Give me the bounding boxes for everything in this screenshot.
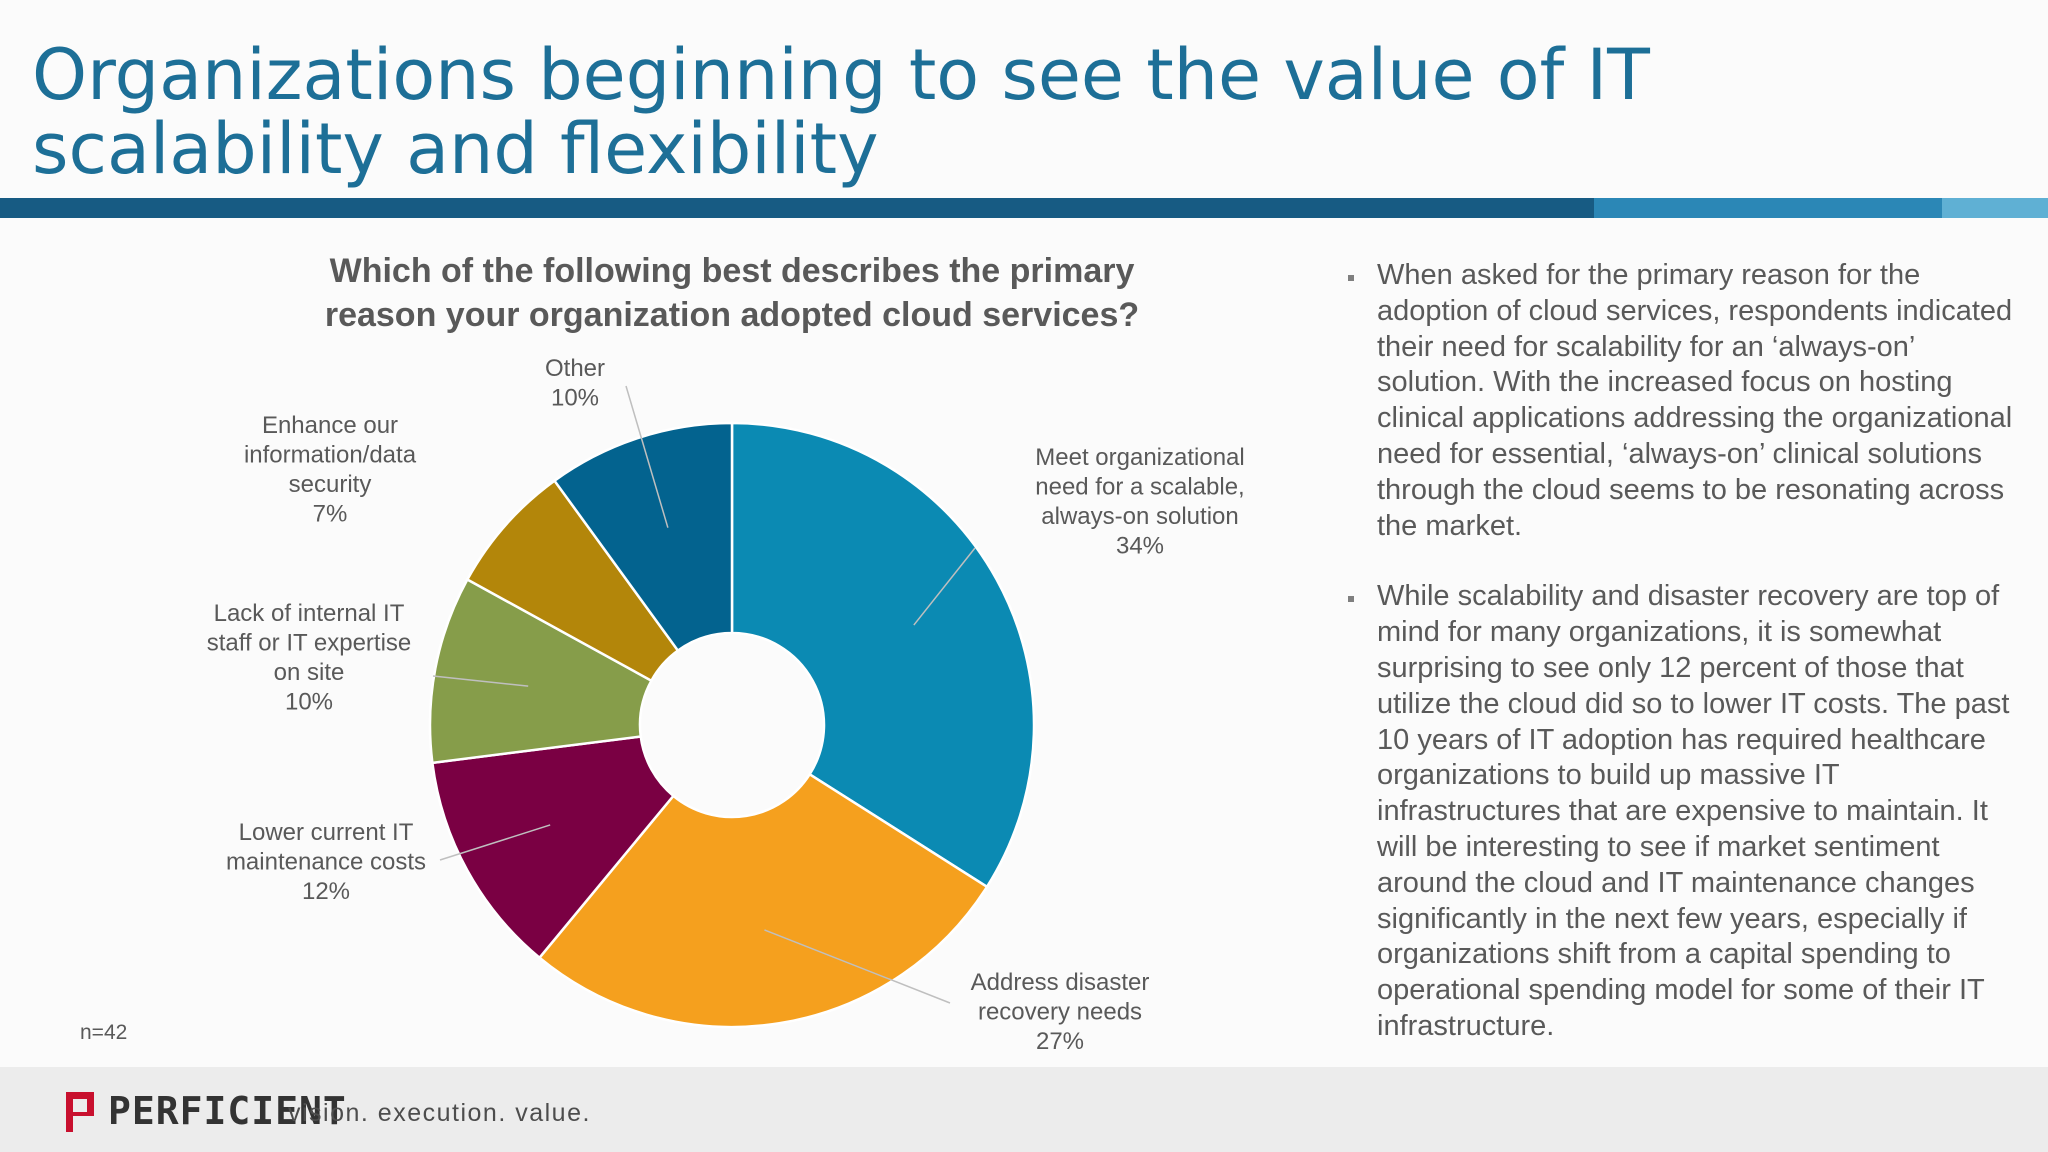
slice-category-label: need for a scalable, (1035, 474, 1244, 501)
slice-category-label: Address disaster (971, 969, 1150, 996)
slice-category-label: security (289, 471, 372, 498)
commentary-list: When asked for the primary reason for th… (1348, 258, 2018, 1045)
tagline: vision. execution. value. (288, 1099, 591, 1127)
chart-title-line: Which of the following best describes th… (330, 252, 1135, 290)
donut-slice (537, 772, 989, 1029)
slice-category-label: Other (545, 355, 605, 382)
slice-category-label: Enhance our (262, 412, 398, 439)
slice-category-label: Lower current IT (239, 819, 414, 846)
donut-slice (428, 577, 654, 765)
donut-slice (552, 421, 734, 653)
bullet-marker (1348, 275, 1354, 281)
commentary-bullet: When asked for the primary reason for th… (1348, 258, 2018, 544)
slice-category-label: always-on solution (1041, 503, 1238, 530)
bullet-marker (1348, 596, 1354, 603)
sample-size-note: n=42 (80, 1021, 127, 1044)
title-divider-bar (0, 198, 2048, 218)
slice-category-label: recovery needs (978, 999, 1142, 1026)
leader-line (432, 675, 529, 687)
slice-value-label: 27% (1036, 1028, 1084, 1055)
logo-wordmark: PERFICIENT (108, 1089, 347, 1133)
slice-category-label: staff or IT expertise (207, 630, 412, 657)
slice-category-label: information/data (244, 442, 417, 469)
slice-value-label: 10% (551, 385, 599, 412)
slice-category-label: Meet organizational (1035, 444, 1244, 471)
leader-line (913, 547, 976, 626)
chart-labels: Meet organizational need for a scalable,a… (207, 355, 1245, 1055)
title-bar-segment-light (1942, 198, 2048, 218)
footer: PERFICIENT vision. execution. value. (0, 1067, 2048, 1152)
slice-category-label: Lack of internal IT (214, 600, 405, 627)
title-bar-segment-mid (1594, 198, 1942, 218)
slice-value-label: 34% (1116, 533, 1164, 560)
leader-line (625, 385, 669, 528)
leader-line (764, 929, 951, 1004)
chart-title: Which of the following best describes th… (325, 252, 1139, 334)
slice-category-label: on site (274, 659, 345, 686)
slice-value-label: 12% (302, 878, 350, 905)
slice-category-label: maintenance costs (226, 849, 426, 876)
donut-slice (430, 735, 676, 960)
commentary-text: While scalability and disaster recovery … (1377, 580, 2010, 1042)
title-bar-segment-dark (0, 198, 1594, 218)
leader-line (439, 824, 551, 861)
commentary-text: When asked for the primary reason for th… (1377, 259, 2013, 542)
chart-leader-lines (432, 385, 976, 1004)
chart-title-line: reason your organization adopted cloud s… (325, 296, 1139, 334)
slice-value-label: 10% (285, 689, 333, 716)
chart-slices (428, 421, 1036, 1029)
slice-value-label: 7% (313, 501, 348, 528)
donut-slice (730, 421, 1036, 889)
logo-mark-icon (66, 1092, 94, 1132)
slide-title: Organizations beginning to see the value… (32, 34, 1650, 190)
donut-chart: Which of the following best describes th… (80, 252, 1245, 1055)
commentary-bullet: While scalability and disaster recovery … (1348, 579, 2018, 1044)
